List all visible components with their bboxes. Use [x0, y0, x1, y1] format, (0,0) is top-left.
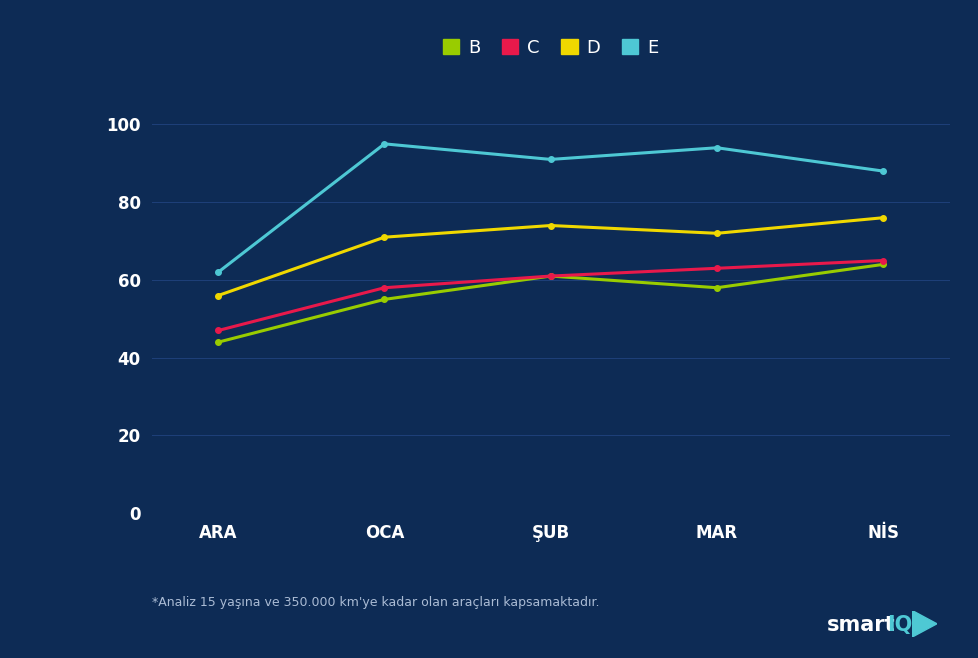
- E: [710, 144, 722, 152]
- E: [876, 167, 888, 175]
- Line: D: D: [215, 215, 885, 298]
- C: [544, 272, 556, 280]
- C: [876, 257, 888, 265]
- E: [212, 268, 224, 276]
- E: [544, 155, 556, 163]
- B: [212, 338, 224, 346]
- Polygon shape: [911, 611, 936, 637]
- D: [876, 214, 888, 222]
- B: [378, 295, 390, 303]
- B: [876, 261, 888, 268]
- Text: IQ: IQ: [886, 615, 911, 635]
- Line: B: B: [215, 262, 885, 345]
- B: [544, 272, 556, 280]
- Text: smart: smart: [826, 615, 895, 635]
- C: [378, 284, 390, 291]
- D: [710, 230, 722, 238]
- B: [710, 284, 722, 291]
- Legend: B, C, D, E: B, C, D, E: [442, 39, 658, 57]
- C: [710, 265, 722, 272]
- D: [544, 222, 556, 230]
- D: [212, 291, 224, 299]
- Line: C: C: [215, 258, 885, 333]
- E: [378, 140, 390, 148]
- C: [212, 326, 224, 334]
- Text: *Analiz 15 yaşına ve 350.000 km'ye kadar olan araçları kapsamaktadır.: *Analiz 15 yaşına ve 350.000 km'ye kadar…: [152, 595, 599, 609]
- D: [378, 233, 390, 241]
- Line: E: E: [215, 141, 885, 275]
